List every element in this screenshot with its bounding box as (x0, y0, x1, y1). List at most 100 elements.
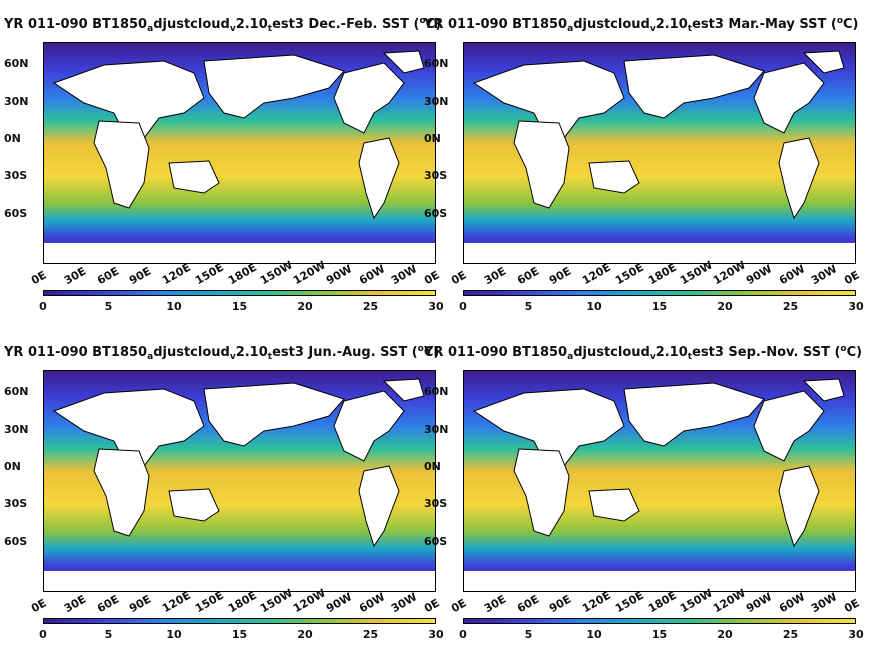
continent-land (778, 137, 820, 220)
sst-map (463, 370, 856, 592)
colorbar-tick-label: 30 (428, 628, 444, 641)
lon-tick-label: 180E (645, 588, 679, 616)
title-segment: 2.10 (655, 345, 688, 360)
lat-tick-label: 60S (4, 535, 28, 548)
colorbar-tick-label: 30 (428, 300, 444, 313)
title-segment: djustcloud (573, 17, 650, 32)
lon-tick-label: 90E (127, 264, 154, 288)
lon-tick-label: 30W (389, 262, 420, 288)
map-panel-son: YR 011-090 BT1850adjustcloudv2.10test3 S… (420, 328, 864, 656)
title-segment: YR 011-090 BT1850 (4, 345, 148, 360)
title-segment: C) (425, 17, 442, 32)
lon-tick-label: 90E (547, 592, 574, 616)
continent-land (802, 378, 845, 402)
colorbar (43, 290, 436, 296)
lon-tick-label: 90W (323, 262, 355, 288)
sst-map (463, 42, 856, 264)
colorbar-tick-label: 20 (717, 628, 733, 641)
title-segment: 2.10 (235, 345, 268, 360)
title-segment: YR 011-090 BT1850 (4, 17, 148, 32)
title-segment: YR 011-090 BT1850 (424, 345, 568, 360)
continent-land (588, 488, 640, 522)
lon-tick-label: 30E (481, 264, 509, 288)
title-segment: est3 Mar.-May SST ( (692, 17, 837, 32)
colorbar-tick-label: 15 (651, 628, 668, 641)
colorbar-tick-label: 10 (586, 628, 602, 641)
colorbar-tick-label: 25 (362, 300, 379, 313)
lon-tick-label: 0E (29, 596, 49, 616)
colorbar-tick-label: 20 (297, 628, 313, 641)
lon-tick-label: 60W (356, 262, 387, 288)
panel-title: YR 011-090 BT1850adjustcloudv2.10test3 M… (424, 16, 858, 34)
colorbar-tick-label: 0 (39, 628, 47, 641)
continent-land (52, 388, 205, 467)
colorbar-tick-label: 25 (782, 300, 799, 313)
lon-tick-label: 60W (776, 590, 807, 616)
lat-tick-label: 30N (4, 423, 29, 436)
title-segment: C) (423, 345, 440, 360)
lon-tick-label: 180E (645, 260, 679, 288)
lat-tick-label: 30N (4, 95, 29, 108)
colorbar-tick-label: 25 (362, 628, 379, 641)
title-segment: 2.10 (655, 17, 688, 32)
antarctica-land (464, 243, 855, 263)
continent-land (588, 160, 640, 194)
continent-land (472, 388, 625, 467)
continent-land (623, 382, 765, 447)
colorbar-tick-label: 25 (782, 628, 799, 641)
lat-tick-label: 30S (4, 169, 28, 182)
lon-tick-label: 120E (580, 588, 613, 616)
title-segment: YR 011-090 BT1850 (424, 17, 568, 32)
colorbar-tick-label: 30 (848, 300, 864, 313)
sst-map (43, 370, 436, 592)
lat-tick-label: 30N (424, 423, 449, 436)
title-segment: t (267, 352, 273, 362)
title-segment: a (147, 24, 154, 34)
lon-tick-label: 0E (842, 596, 862, 616)
lon-tick-label: 60W (776, 262, 807, 288)
title-segment: C) (843, 17, 859, 32)
continent-land (358, 137, 400, 220)
continent-land (93, 448, 150, 537)
title-segment: v (649, 352, 656, 362)
colorbar-tick-label: 10 (166, 628, 182, 641)
colorbar-tick-label: 30 (848, 628, 864, 641)
lon-tick-label: 0E (29, 268, 49, 288)
lon-tick-label: 90E (127, 592, 154, 616)
lon-tick-label: 0E (842, 268, 862, 288)
panel-title: YR 011-090 BT1850adjustcloudv2.10test3 S… (424, 344, 862, 362)
colorbar (463, 618, 856, 624)
continent-land (753, 62, 825, 134)
lon-tick-label: 30W (809, 590, 840, 616)
colorbar-tick-label: 0 (39, 300, 47, 313)
map-panel-djf: YR 011-090 BT1850adjustcloudv2.10test3 D… (0, 0, 444, 328)
title-segment: est3 Sep.-Nov. SST ( (692, 345, 841, 360)
continent-land (753, 390, 825, 462)
antarctica-land (464, 571, 855, 591)
title-segment: t (687, 352, 693, 362)
title-segment: o (419, 16, 426, 26)
title-segment: o (836, 16, 843, 26)
colorbar-tick-label: 0 (459, 300, 467, 313)
lon-tick-label: 30E (61, 264, 89, 288)
title-segment: djustcloud (153, 17, 230, 32)
lon-tick-label: 30W (389, 590, 420, 616)
lon-tick-label: 150E (192, 588, 226, 616)
lat-tick-label: 30S (4, 497, 28, 510)
title-segment: t (267, 24, 273, 34)
continent-land (623, 54, 765, 119)
title-segment: v (229, 352, 236, 362)
lon-tick-label: 150E (192, 260, 226, 288)
colorbar-tick-label: 5 (524, 300, 533, 313)
colorbar-tick-label: 15 (231, 628, 248, 641)
title-segment: djustcloud (153, 345, 230, 360)
title-segment: v (649, 24, 656, 34)
map-panel-mam: YR 011-090 BT1850adjustcloudv2.10test3 M… (420, 0, 864, 328)
antarctica-land (44, 243, 435, 263)
lon-tick-label: 30E (61, 592, 89, 616)
continent-land (778, 465, 820, 548)
continent-land (382, 378, 425, 402)
lon-tick-label: 90W (743, 262, 775, 288)
colorbar-tick-label: 10 (166, 300, 182, 313)
continent-land (513, 448, 570, 537)
